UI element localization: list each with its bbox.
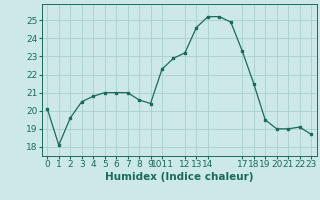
X-axis label: Humidex (Indice chaleur): Humidex (Indice chaleur) (105, 172, 253, 182)
